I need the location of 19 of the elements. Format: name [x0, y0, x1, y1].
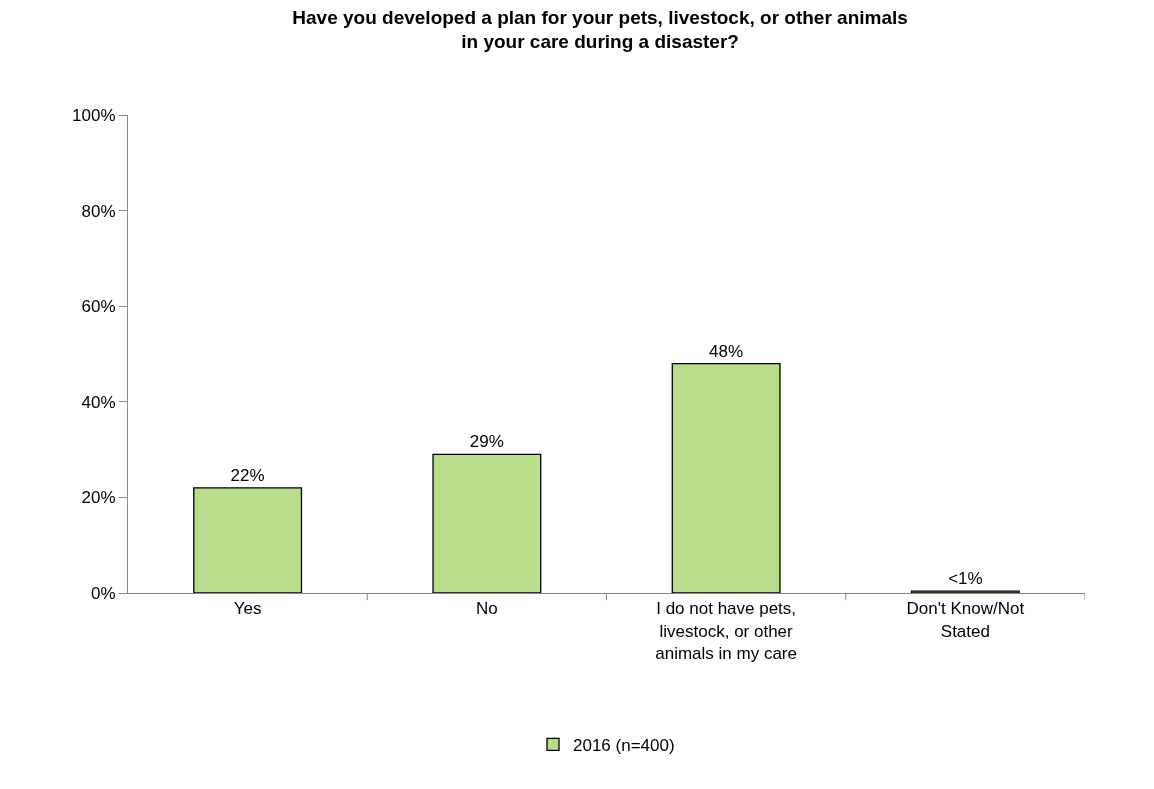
legend-label: 2016 (n=400) — [573, 736, 675, 756]
y-tick-label: 100% — [72, 105, 116, 125]
y-tick-label: 0% — [91, 583, 116, 603]
y-tick-label: 80% — [81, 201, 116, 221]
bar — [193, 487, 303, 593]
data-label: 48% — [709, 341, 744, 361]
bar — [671, 362, 781, 593]
x-tick-label: I do not have pets, livestock, or other animals in my care — [655, 599, 797, 663]
y-tick-label: 60% — [81, 297, 116, 317]
data-label: 29% — [469, 432, 504, 452]
x-tick-label: Don't Know/Not Stated — [906, 599, 1025, 641]
x-tick-label: Yes — [233, 599, 262, 619]
y-tick-label: 40% — [81, 392, 116, 412]
chart-title: Have you developed a plan for your pets, livestock, or other animals in your care during a disaster? — [292, 6, 908, 53]
y-tick-label: 20% — [81, 488, 116, 508]
data-label: 22% — [230, 465, 265, 485]
x-tick-label: No — [476, 599, 498, 619]
data-label: <1% — [948, 569, 983, 589]
bar — [432, 453, 542, 593]
